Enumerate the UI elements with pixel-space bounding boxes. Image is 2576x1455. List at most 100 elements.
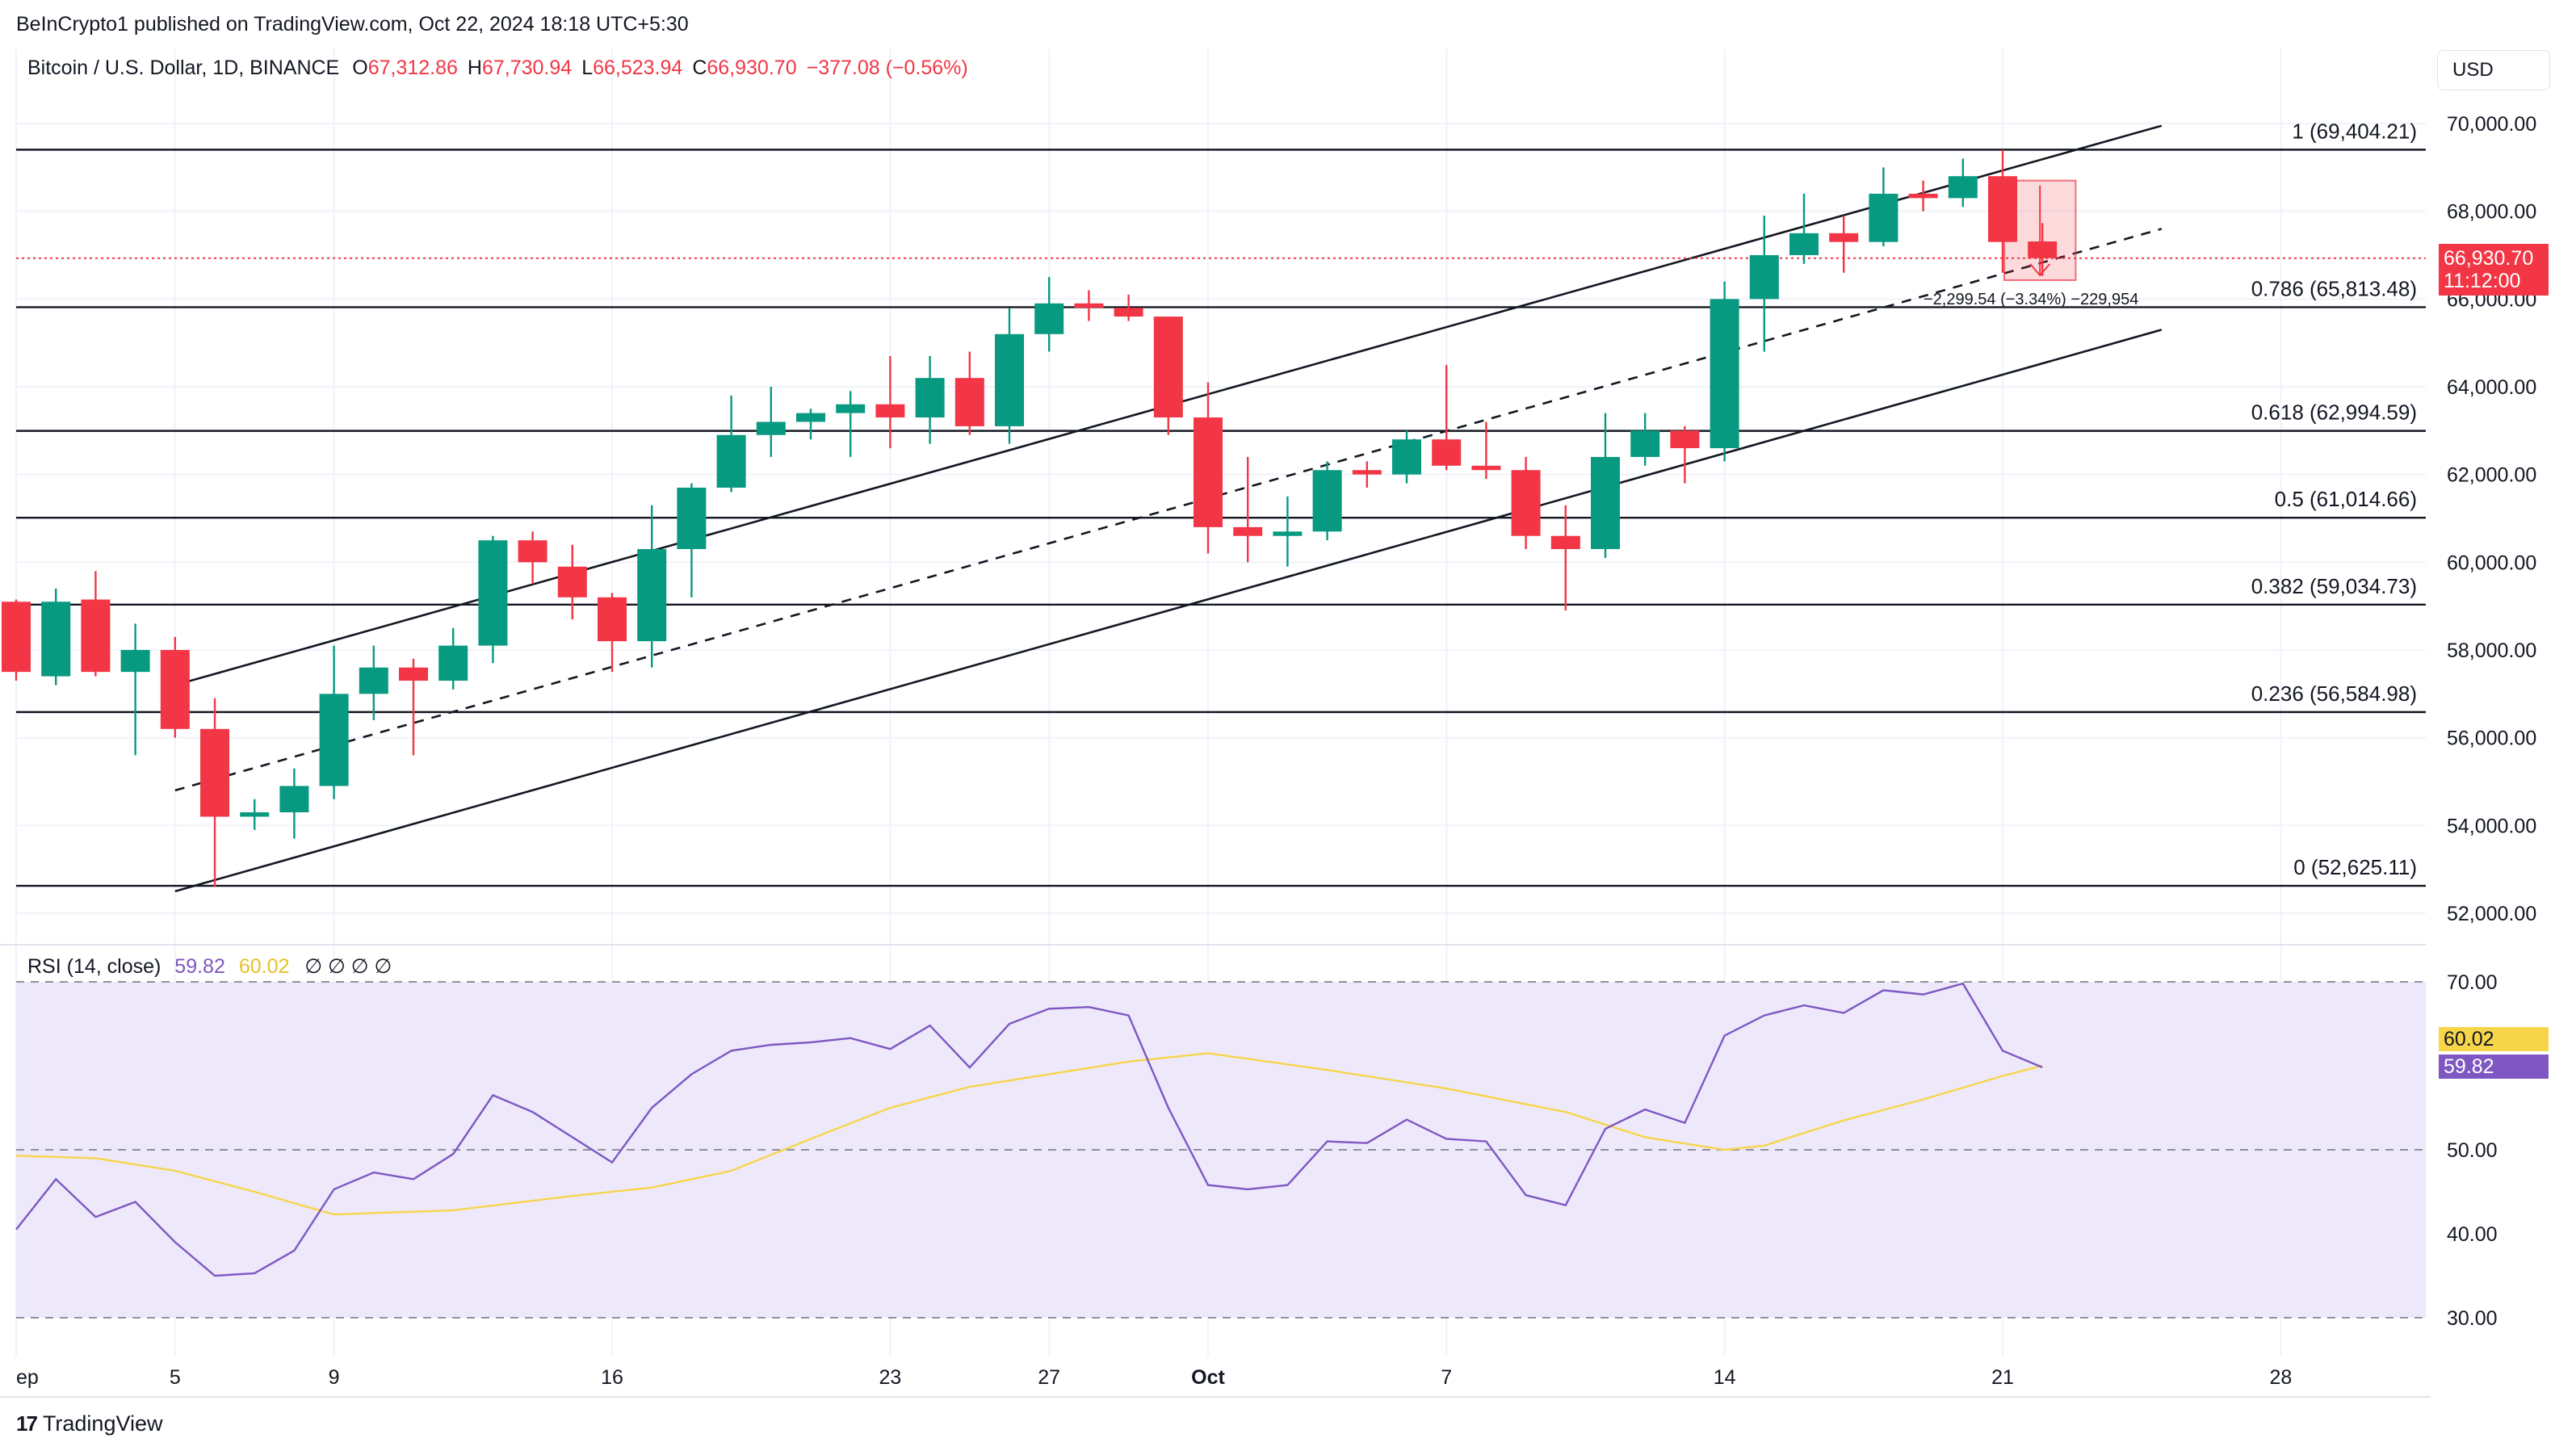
close-label: C [692, 57, 707, 79]
time-axis-tick: 23 [879, 1366, 901, 1389]
candle-body [1948, 176, 1978, 199]
time-axis-tick: 28 [2269, 1366, 2292, 1389]
candle-body [875, 404, 905, 418]
candle-body [1312, 470, 1342, 532]
current-price-tag: 66,930.70 11:12:00 [2439, 244, 2549, 296]
candle-body [1352, 470, 1382, 475]
candle-body [1988, 176, 2017, 242]
fib-level-label: 0.236 (56,584.98) [2251, 681, 2417, 706]
currency-button[interactable]: USD [2437, 50, 2550, 90]
candle-body [359, 667, 388, 694]
candle-body [41, 602, 71, 677]
candle-body [796, 413, 825, 422]
candle-body [1114, 308, 1143, 317]
channel-middle-line [174, 228, 2163, 792]
time-axis-tick: Oct [1191, 1366, 1225, 1389]
rsi-title[interactable]: RSI (14, close) [27, 955, 162, 978]
candle-body [1869, 193, 1898, 242]
candle-body [438, 645, 468, 681]
measure-label: −2,299.54 (−3.34%) −229,954 [1924, 291, 2138, 308]
candle-body [1670, 430, 1700, 449]
candle-body [995, 333, 1024, 426]
price-axis-tick: 60,000.00 [2447, 551, 2536, 574]
candle-body [836, 404, 866, 413]
publish-note: BeInCrypto1 published on TradingView.com… [16, 13, 689, 36]
candle-body [240, 812, 270, 817]
rsi-ma-tag: 60.02 [2439, 1027, 2549, 1051]
low-value: 66,523.94 [593, 57, 683, 79]
measure-arrow-head-icon [2029, 263, 2050, 277]
price-axis-tick: 70,000.00 [2447, 113, 2536, 136]
candle-body [120, 650, 150, 673]
price-axis-tick: 64,000.00 [2447, 376, 2536, 399]
fib-level-label: 0 (52,625.11) [2293, 855, 2417, 879]
current-price-value: 66,930.70 [2444, 247, 2534, 270]
high-value: 67,730.94 [481, 57, 573, 79]
time-axis-tick: 9 [329, 1366, 340, 1389]
candle-body [2028, 241, 2058, 258]
candle-body [1789, 233, 1819, 255]
rsi-axis-tick: 40.00 [2447, 1223, 2498, 1246]
low-label: L [581, 57, 594, 79]
bar-countdown: 11:12:00 [2444, 270, 2521, 292]
high-label: H [467, 57, 482, 79]
candle-body [557, 566, 587, 598]
candle-body [319, 694, 349, 786]
candle-body [1749, 255, 1779, 300]
candle-body [954, 378, 984, 426]
candle-body [915, 378, 945, 418]
time-axis-tick: 21 [1991, 1366, 2014, 1389]
candle-body [756, 421, 786, 435]
candle-body [1392, 439, 1421, 475]
time-axis-tick: 14 [1714, 1366, 1736, 1389]
rsi-value-tag: 59.82 [2439, 1055, 2549, 1079]
candle-body [1550, 535, 1580, 550]
symbol-title[interactable]: Bitcoin / U.S. Dollar, 1D, BINANCE [27, 57, 340, 79]
price-axis-tick: 52,000.00 [2447, 903, 2536, 925]
candle-body [1432, 439, 1462, 466]
candle-body [677, 487, 707, 550]
tradingview-brand[interactable]: 17 TradingView [16, 1411, 163, 1436]
candle-body [478, 540, 508, 646]
candle-body [81, 599, 111, 673]
candle-body [160, 650, 190, 729]
rsi-axis-tick: 70.00 [2447, 971, 2498, 994]
change-value: −377.08 (−0.56%) [806, 57, 968, 79]
time-axis-tick: 5 [170, 1366, 181, 1389]
candle-body [1074, 303, 1104, 308]
candle-body [1829, 233, 1859, 242]
candle-body [1471, 465, 1501, 471]
ohlc-legend: Bitcoin / U.S. Dollar, 1D, BINANCE O 67,3… [27, 57, 978, 80]
candle-body [399, 667, 428, 681]
rsi-axis-tick: 30.00 [2447, 1307, 2498, 1330]
rsi-axis-tick: 50.00 [2447, 1139, 2498, 1162]
tradingview-logo-icon: 17 [16, 1411, 38, 1436]
rsi-na-values: ∅ ∅ ∅ ∅ [304, 955, 392, 978]
candle-body [1233, 526, 1263, 536]
rsi-band-fill [16, 982, 2426, 1318]
price-axis-tick: 54,000.00 [2447, 815, 2536, 837]
rsi-legend-value: 59.82 [174, 955, 225, 978]
candle-body [518, 540, 548, 563]
time-axis-tick: 7 [1441, 1366, 1452, 1389]
candle-body [1710, 299, 1739, 449]
rsi-legend: RSI (14, close) 59.82 60.02 ∅ ∅ ∅ ∅ [27, 954, 392, 979]
candle-body [1630, 430, 1660, 457]
rsi-line [15, 982, 2043, 1277]
time-axis-tick: 16 [601, 1366, 623, 1389]
candle-body [1153, 317, 1183, 418]
time-axis-tick: ep [16, 1366, 39, 1389]
time-axis-tick: 27 [1038, 1366, 1060, 1389]
candle-body [1034, 303, 1064, 334]
candle-body [1511, 470, 1541, 536]
price-axis-tick: 56,000.00 [2447, 728, 2536, 750]
fib-level-label: 0.5 (61,014.66) [2275, 487, 2417, 511]
fib-level-label: 0.618 (62,994.59) [2251, 400, 2417, 425]
fib-level-label: 0.382 (59,034.73) [2251, 574, 2417, 598]
fib-level-label: 1 (69,404.21) [2292, 119, 2417, 143]
candle-body [637, 549, 667, 642]
rsi-ma-legend-value: 60.02 [238, 955, 290, 978]
brand-name: TradingView [42, 1411, 163, 1436]
candle-body [1908, 193, 1938, 199]
